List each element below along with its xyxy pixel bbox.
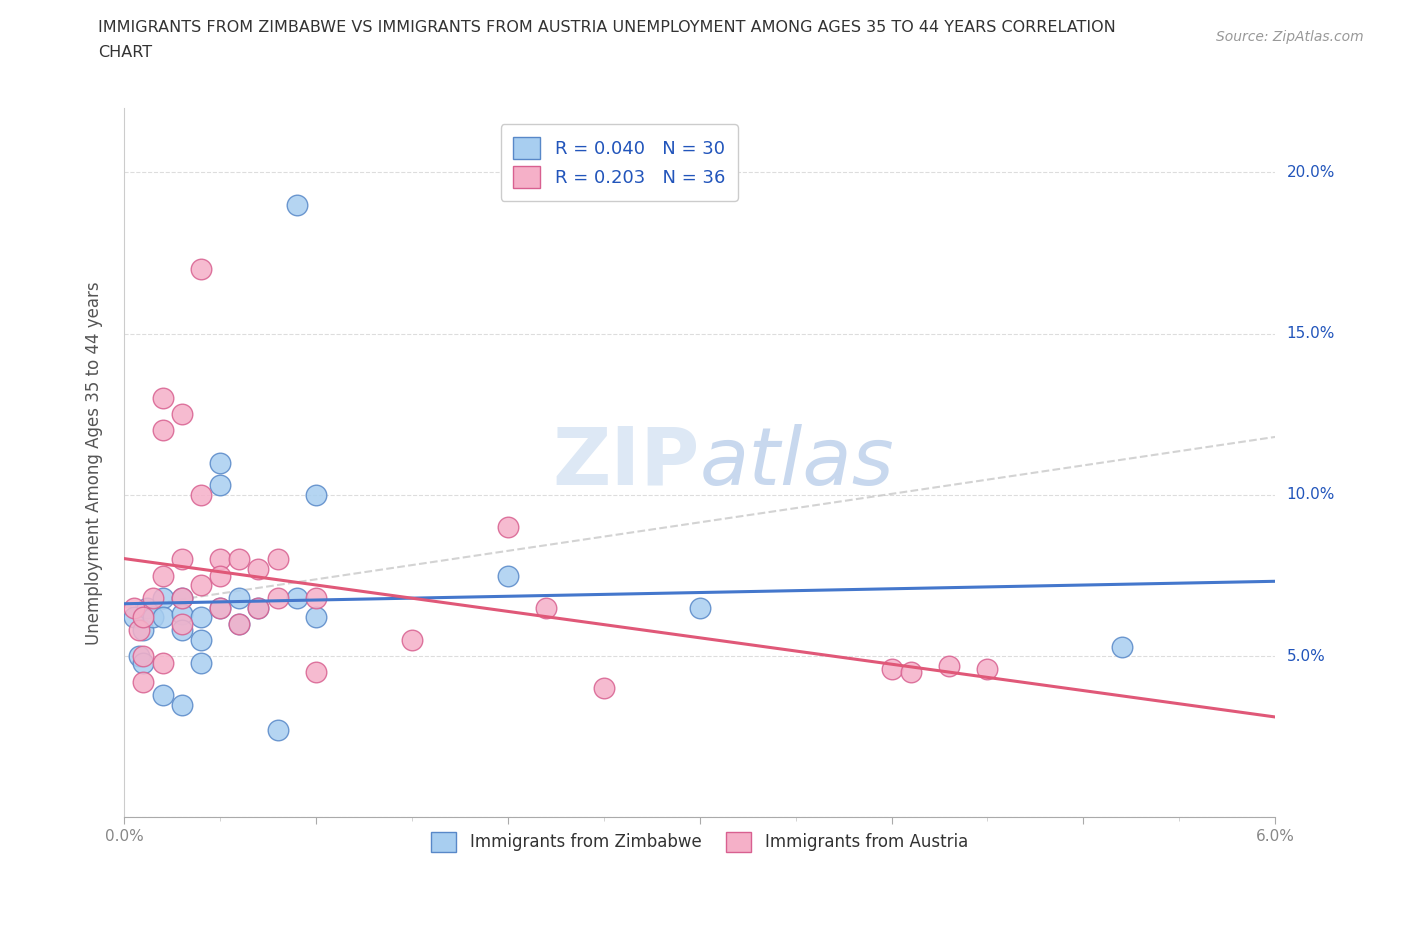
- Point: [190, 656, 212, 671]
- Point: [132, 649, 155, 664]
- Point: [209, 456, 232, 471]
- Point: [880, 661, 903, 676]
- Point: [228, 591, 250, 605]
- Point: [128, 623, 150, 638]
- Point: [305, 665, 328, 680]
- Point: [190, 632, 212, 647]
- Point: [209, 601, 232, 616]
- Point: [132, 656, 155, 671]
- Point: [170, 552, 193, 567]
- Point: [170, 617, 193, 631]
- Point: [496, 520, 519, 535]
- Point: [132, 674, 155, 689]
- Point: [170, 623, 193, 638]
- Text: Source: ZipAtlas.com: Source: ZipAtlas.com: [1216, 30, 1364, 44]
- Point: [170, 698, 193, 712]
- Point: [689, 601, 711, 616]
- Point: [285, 197, 308, 212]
- Point: [128, 649, 150, 664]
- Point: [592, 681, 614, 696]
- Point: [285, 591, 308, 605]
- Point: [190, 610, 212, 625]
- Point: [152, 656, 174, 671]
- Text: ZIP: ZIP: [553, 424, 700, 501]
- Point: [247, 562, 270, 577]
- Point: [938, 658, 960, 673]
- Point: [152, 591, 174, 605]
- Text: 15.0%: 15.0%: [1286, 326, 1334, 341]
- Point: [266, 591, 288, 605]
- Point: [401, 632, 423, 647]
- Point: [976, 661, 998, 676]
- Point: [209, 601, 232, 616]
- Point: [170, 591, 193, 605]
- Text: 10.0%: 10.0%: [1286, 487, 1334, 502]
- Point: [1111, 639, 1133, 654]
- Point: [305, 487, 328, 502]
- Point: [209, 552, 232, 567]
- Point: [122, 601, 145, 616]
- Point: [247, 601, 270, 616]
- Point: [142, 610, 165, 625]
- Point: [228, 617, 250, 631]
- Point: [152, 610, 174, 625]
- Point: [170, 606, 193, 621]
- Y-axis label: Unemployment Among Ages 35 to 44 years: Unemployment Among Ages 35 to 44 years: [86, 281, 103, 644]
- Text: 5.0%: 5.0%: [1286, 649, 1324, 664]
- Point: [170, 407, 193, 422]
- Point: [152, 568, 174, 583]
- Point: [209, 568, 232, 583]
- Point: [132, 623, 155, 638]
- Point: [228, 617, 250, 631]
- Point: [136, 601, 159, 616]
- Point: [170, 591, 193, 605]
- Point: [142, 591, 165, 605]
- Point: [228, 552, 250, 567]
- Point: [190, 578, 212, 592]
- Point: [122, 610, 145, 625]
- Text: 20.0%: 20.0%: [1286, 165, 1334, 180]
- Point: [152, 391, 174, 405]
- Point: [247, 601, 270, 616]
- Point: [132, 610, 155, 625]
- Point: [900, 665, 922, 680]
- Point: [305, 610, 328, 625]
- Point: [190, 261, 212, 276]
- Text: atlas: atlas: [700, 424, 894, 501]
- Legend: Immigrants from Zimbabwe, Immigrants from Austria: Immigrants from Zimbabwe, Immigrants fro…: [425, 825, 974, 858]
- Point: [266, 552, 288, 567]
- Point: [190, 487, 212, 502]
- Text: CHART: CHART: [98, 45, 152, 60]
- Point: [496, 568, 519, 583]
- Point: [534, 601, 557, 616]
- Point: [152, 687, 174, 702]
- Point: [305, 591, 328, 605]
- Text: IMMIGRANTS FROM ZIMBABWE VS IMMIGRANTS FROM AUSTRIA UNEMPLOYMENT AMONG AGES 35 T: IMMIGRANTS FROM ZIMBABWE VS IMMIGRANTS F…: [98, 20, 1116, 35]
- Point: [266, 723, 288, 737]
- Point: [209, 478, 232, 493]
- Point: [152, 423, 174, 438]
